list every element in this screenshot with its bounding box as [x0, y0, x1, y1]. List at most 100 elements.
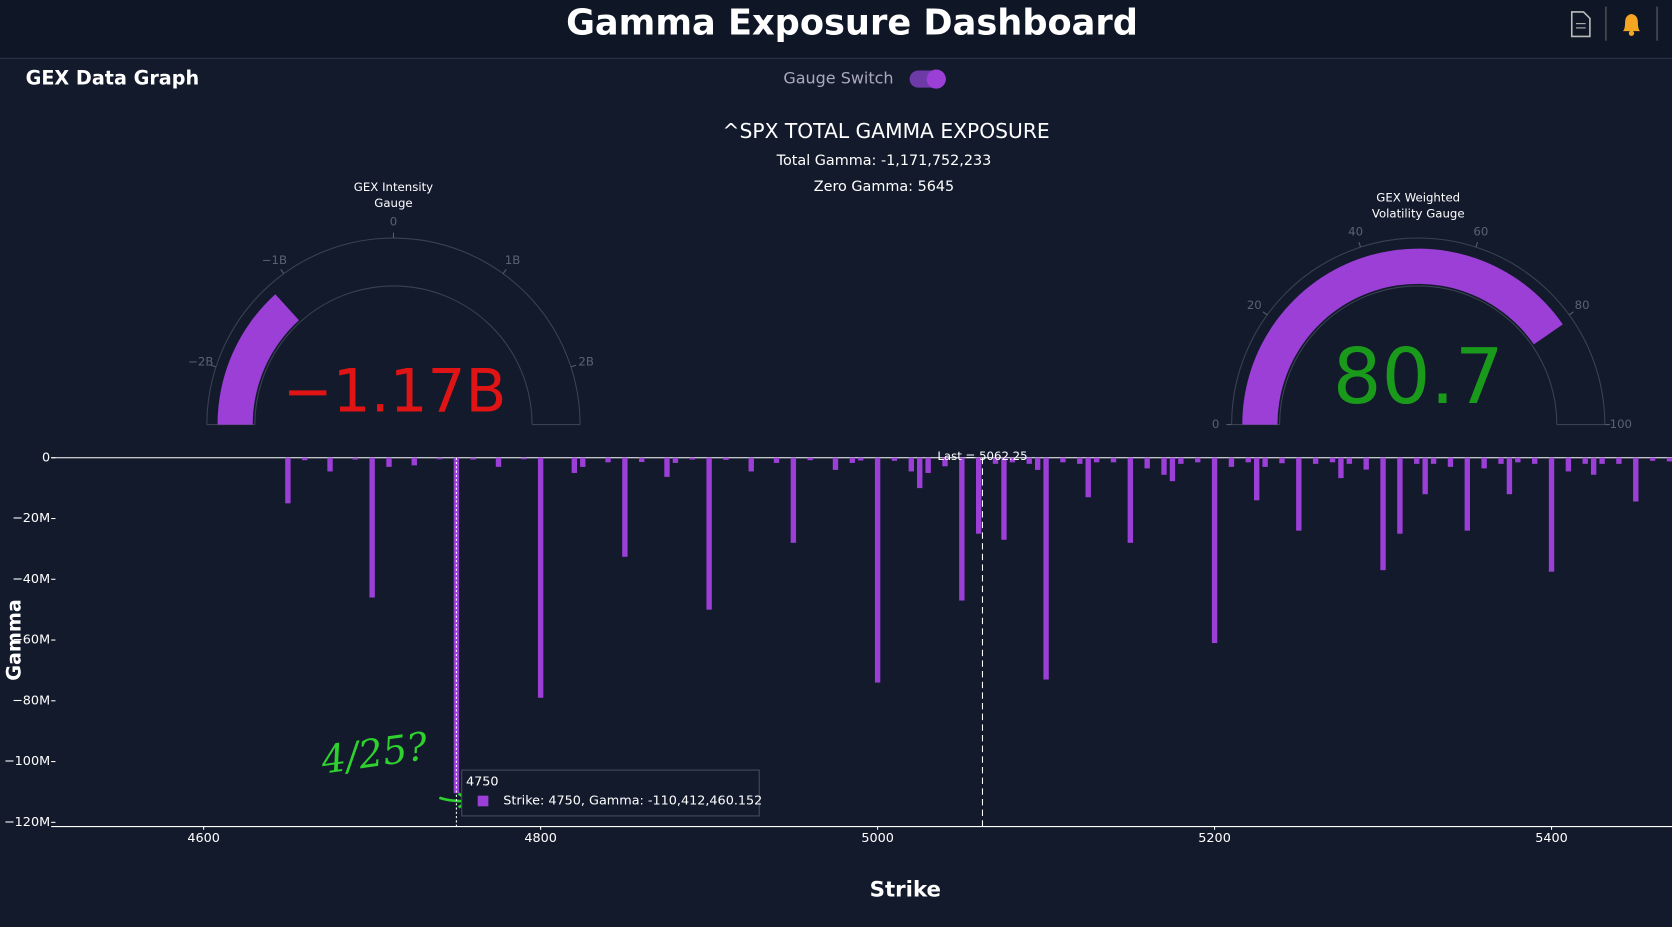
bar	[1633, 457, 1639, 502]
bar	[1262, 457, 1268, 467]
bar	[386, 457, 392, 467]
bar	[849, 457, 856, 463]
gauge-tick-label: −1B	[262, 253, 287, 267]
switch-label: Gauge Switch	[783, 69, 893, 88]
y-tick-label: −40M	[12, 572, 50, 587]
tooltip-title: 4750	[466, 774, 499, 789]
bar	[664, 457, 670, 477]
bar	[858, 457, 864, 461]
gauge-outline	[1231, 237, 1606, 425]
bar	[1338, 457, 1344, 479]
chart-subtitle: Total Gamma: -1,171,752,233	[776, 153, 992, 169]
bar	[790, 457, 797, 543]
gauge-tick	[1262, 311, 1268, 316]
bar	[369, 457, 375, 598]
gauge-inner	[254, 285, 533, 425]
bar	[411, 457, 417, 466]
tooltip-text: Strike: 4750, Gamma: -110,412,460.152	[503, 793, 762, 808]
bar	[925, 457, 931, 473]
gauge-value: −1.17B	[283, 357, 507, 426]
gauge-title: GEX Intensity Gauge	[353, 180, 434, 211]
gauge-tick-label: 2B	[578, 354, 594, 368]
bar	[1009, 457, 1016, 463]
bar	[1169, 457, 1176, 482]
bar	[807, 457, 813, 461]
bar	[1195, 457, 1201, 463]
x-tick-label: 5400	[1535, 831, 1568, 846]
bar	[1001, 457, 1007, 540]
bell-icon[interactable]	[1622, 14, 1641, 36]
bar	[1043, 457, 1049, 680]
bar	[1380, 457, 1386, 571]
bar	[832, 457, 839, 470]
gauge-tick	[1568, 311, 1574, 316]
x-tick-label: 5200	[1198, 831, 1231, 846]
bar	[521, 457, 527, 460]
gauge-tick-label: −2B	[188, 354, 213, 368]
gauge-tick	[502, 268, 507, 274]
bar	[1077, 457, 1083, 464]
bar	[1414, 457, 1420, 464]
y-tick-label: −60M	[12, 633, 50, 648]
gauge-bar	[1242, 248, 1563, 425]
bar	[1127, 457, 1134, 543]
bar	[1312, 457, 1319, 464]
bar	[1548, 457, 1555, 572]
last-price-label: Last = 5062.25	[937, 449, 1027, 463]
gauge-tick-label: 100	[1610, 417, 1632, 431]
x-axis-title: Strike	[870, 878, 941, 903]
bar	[1616, 457, 1622, 464]
gauge-tick	[1358, 241, 1362, 248]
bar	[470, 457, 476, 460]
gauge-tick-label: 0	[390, 214, 397, 228]
gauge-switch[interactable]	[909, 69, 946, 89]
bar	[706, 457, 712, 610]
bar	[580, 457, 586, 467]
bar	[1060, 457, 1066, 463]
gauge-tick-label: 20	[1247, 298, 1262, 312]
header-title: Gamma Exposure Dashboard	[566, 3, 1138, 44]
y-tick-label: −80M	[12, 693, 50, 708]
bar	[1211, 457, 1218, 644]
bar	[571, 457, 578, 473]
panel-title: GEX Data Graph	[26, 67, 200, 90]
bar	[639, 457, 645, 463]
bar	[874, 457, 881, 683]
bar	[495, 457, 502, 467]
gauge-tick-label: 60	[1473, 224, 1488, 238]
x-tick-label: 4800	[524, 831, 557, 846]
bar	[1296, 457, 1302, 531]
bar	[1178, 457, 1184, 464]
bar	[1034, 457, 1041, 470]
gauge-tick	[1475, 241, 1479, 248]
gauge-tick	[570, 364, 577, 368]
bar	[1279, 457, 1285, 464]
header-bar	[0, 0, 1672, 58]
bar	[748, 457, 754, 472]
bar	[605, 457, 611, 463]
bar	[1093, 457, 1100, 463]
bar	[773, 457, 780, 463]
bar	[1464, 457, 1470, 531]
bar	[622, 457, 628, 557]
bar	[1531, 457, 1538, 464]
gauge-bar	[217, 294, 299, 425]
tooltip-box	[461, 769, 760, 817]
bar	[891, 457, 898, 461]
bar	[1144, 457, 1150, 469]
gauge-tick-label: 1B	[505, 253, 521, 267]
doc-icon[interactable]	[1570, 11, 1591, 38]
bar	[1430, 457, 1437, 464]
bar	[1422, 457, 1428, 495]
bar	[975, 457, 982, 534]
bar	[1666, 457, 1672, 462]
bar	[327, 457, 333, 472]
chart-subtitle: Zero Gamma: 5645	[814, 179, 954, 195]
gauge-title-box: GEX Intensity Gauge	[353, 180, 434, 211]
bar	[1498, 457, 1504, 464]
bar	[1085, 457, 1091, 498]
gauge-title-box: GEX Weighted Volatility Gauge	[1372, 191, 1465, 221]
bar	[992, 457, 999, 464]
bar	[1363, 457, 1369, 470]
